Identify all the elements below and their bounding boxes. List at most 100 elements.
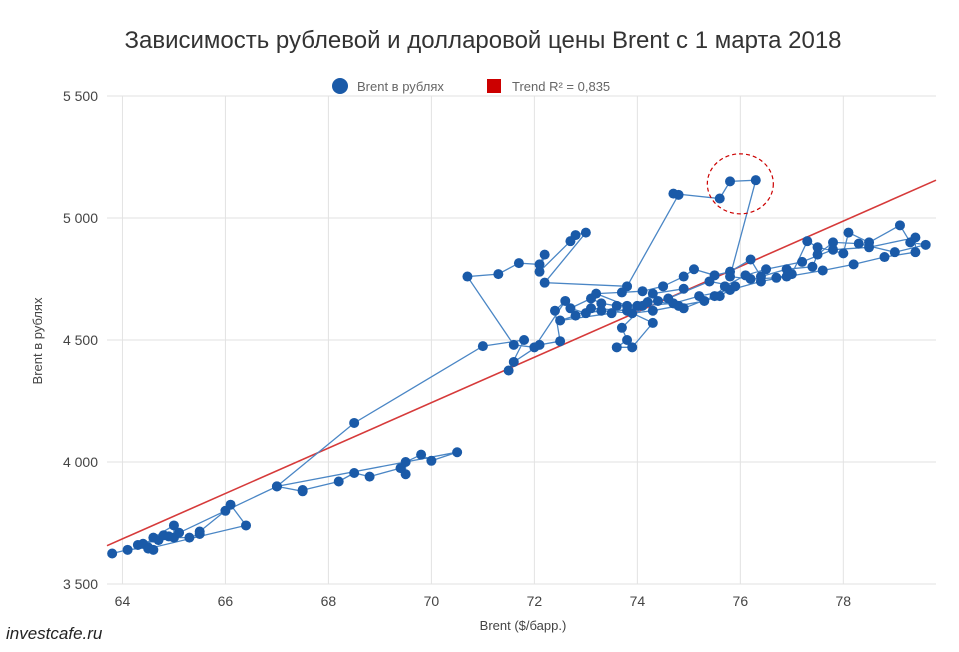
data-point xyxy=(570,230,581,241)
data-point xyxy=(750,175,761,186)
data-point xyxy=(596,305,607,316)
data-point xyxy=(678,271,689,282)
data-point xyxy=(745,254,756,265)
legend-label-trend: Trend R² = 0,835 xyxy=(512,79,610,94)
data-point xyxy=(519,335,530,345)
data-point xyxy=(843,227,854,238)
grid xyxy=(107,95,936,585)
x-tick-label: 74 xyxy=(630,593,646,609)
highlight-circle xyxy=(706,153,774,215)
data-point xyxy=(493,269,504,280)
data-point xyxy=(920,239,931,250)
data-point xyxy=(555,315,566,326)
data-point xyxy=(586,303,597,314)
data-point xyxy=(416,449,427,460)
data-point xyxy=(539,249,550,260)
data-point xyxy=(740,270,751,281)
data-point xyxy=(194,526,205,537)
data-point xyxy=(508,356,519,367)
data-point xyxy=(812,249,823,260)
data-point xyxy=(174,527,185,538)
legend-marker-points xyxy=(332,78,348,94)
data-point xyxy=(622,335,633,345)
y-tick-label: 5 500 xyxy=(63,88,98,104)
data-point xyxy=(817,265,828,276)
data-point xyxy=(132,539,143,550)
data-point xyxy=(761,264,772,275)
data-point xyxy=(400,457,411,467)
chart-title: Зависимость рублевой и долларовой цены B… xyxy=(124,27,841,54)
data-point xyxy=(910,247,921,258)
plot-area xyxy=(106,153,937,559)
data-point xyxy=(349,467,360,478)
data-point xyxy=(673,300,684,311)
data-point xyxy=(606,308,617,319)
data-point xyxy=(652,295,663,306)
data-point xyxy=(627,342,638,353)
data-point xyxy=(781,264,792,275)
x-tick-label: 68 xyxy=(321,593,337,609)
data-point xyxy=(642,297,653,308)
data-point xyxy=(462,271,473,282)
data-point xyxy=(704,276,715,287)
data-point xyxy=(802,236,813,247)
data-point xyxy=(560,295,571,306)
data-point xyxy=(297,485,308,496)
data-point xyxy=(534,259,545,270)
data-point xyxy=(477,341,488,352)
x-tick-label: 78 xyxy=(836,593,852,609)
data-point xyxy=(513,258,524,269)
data-point xyxy=(586,293,597,304)
data-point xyxy=(658,281,669,292)
data-point xyxy=(271,481,282,492)
data-point xyxy=(828,237,839,248)
data-point xyxy=(555,336,566,347)
data-point xyxy=(122,544,133,555)
data-point xyxy=(549,305,560,316)
x-tick-label: 64 xyxy=(115,593,131,609)
data-point xyxy=(699,295,710,306)
data-point xyxy=(714,291,725,302)
data-point xyxy=(812,242,823,253)
data-point xyxy=(647,288,658,299)
data-point xyxy=(225,499,236,510)
data-point xyxy=(580,227,591,238)
x-tick-label: 70 xyxy=(424,593,440,609)
data-point xyxy=(333,476,344,487)
data-point xyxy=(730,281,741,292)
data-point xyxy=(616,287,627,298)
data-point xyxy=(570,310,581,321)
data-point xyxy=(853,238,864,249)
data-point xyxy=(622,305,633,316)
data-point xyxy=(838,248,849,259)
watermark: investcafe.ru xyxy=(6,624,103,643)
data-point xyxy=(889,247,900,258)
data-point xyxy=(637,286,648,297)
legend: Brent в рублях Trend R² = 0,835 xyxy=(332,78,610,94)
data-point xyxy=(107,548,118,559)
data-point xyxy=(632,300,643,311)
data-point xyxy=(678,283,689,294)
data-point xyxy=(426,455,437,466)
y-tick-label: 3 500 xyxy=(63,576,98,592)
data-point xyxy=(539,277,550,288)
y-axis-label: Brent в рублях xyxy=(30,297,45,384)
data-point xyxy=(828,244,839,255)
data-point xyxy=(349,417,360,428)
data-point xyxy=(668,188,679,199)
data-point xyxy=(503,365,514,376)
data-point xyxy=(611,300,622,311)
data-point xyxy=(647,305,658,316)
data-point xyxy=(725,176,736,187)
axes: 3 500 4 000 4 500 5 000 5 500 64 66 68 70 72 74 76 7… xyxy=(63,88,851,609)
data-point xyxy=(616,322,627,333)
data-point xyxy=(565,303,576,314)
x-tick-label: 66 xyxy=(218,593,234,609)
data-point xyxy=(797,256,808,267)
y-tick-label: 4 000 xyxy=(63,454,98,470)
data-point xyxy=(143,543,154,554)
x-tick-label: 76 xyxy=(733,593,749,609)
data-point xyxy=(807,261,818,272)
data-point xyxy=(508,339,519,350)
